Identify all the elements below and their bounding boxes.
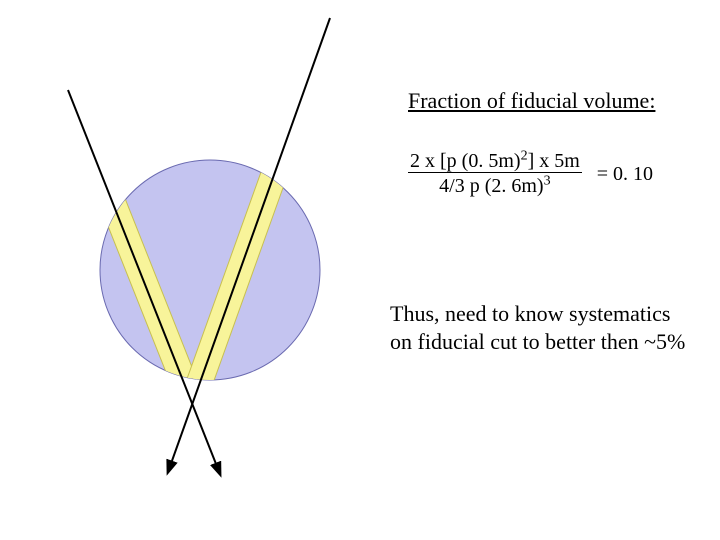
slide-canvas: Fraction of fiducial volume: 2 x [p (0. … [0, 0, 720, 540]
den-rest: (2. 6m) [480, 175, 544, 197]
conclusion-line1: Thus, need to know systematics [390, 300, 685, 328]
formula-block: 2 x [p (0. 5m)2] x 5m 4/3 p (2. 6m)3 = 0… [408, 150, 653, 199]
diagram-svg [0, 0, 720, 540]
den-pi: p [470, 175, 480, 197]
num-exp: 2 [521, 148, 528, 163]
muon-tube-centerline [0, 0, 658, 540]
formula-equals: = 0. 10 [597, 163, 653, 186]
conclusion-line2: on fiducial cut to better then ~5% [390, 328, 685, 356]
num-tail: ] x 5m [528, 150, 580, 172]
formula-numerator: 2 x [p (0. 5m)2] x 5m [408, 150, 582, 173]
formula-denominator: 4/3 p (2. 6m)3 [408, 173, 582, 199]
den-prefix: 4/3 [439, 175, 470, 197]
den-exp: 3 [544, 173, 551, 188]
num-prefix: 2 x [ [410, 150, 447, 172]
num-pi: p [447, 150, 457, 172]
conclusion-block: Thus, need to know systematics on fiduci… [390, 300, 685, 355]
num-rest: (0. 5m) [457, 150, 521, 172]
section-title: Fraction of fiducial volume: [408, 88, 655, 114]
formula-fraction: 2 x [p (0. 5m)2] x 5m 4/3 p (2. 6m)3 [408, 150, 582, 199]
